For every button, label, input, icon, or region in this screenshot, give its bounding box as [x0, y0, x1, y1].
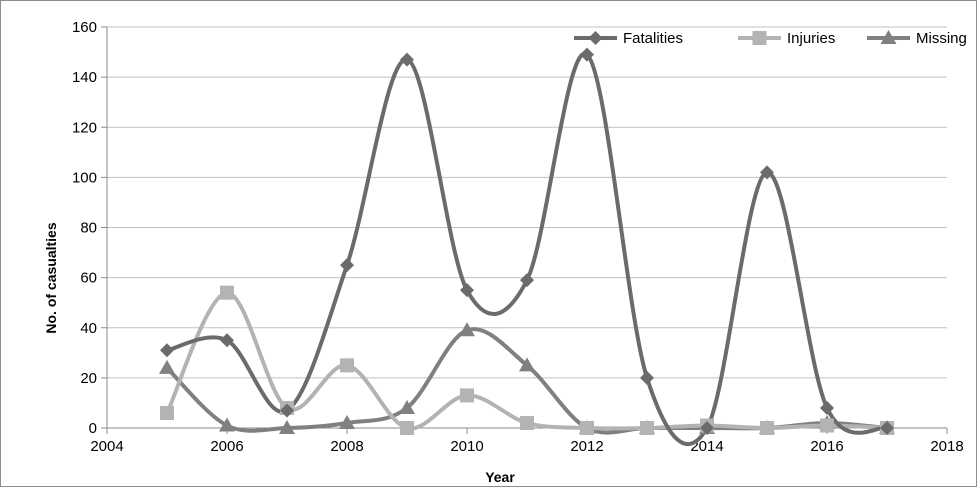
fatalities-point — [460, 283, 474, 298]
fatalities-point — [220, 333, 234, 348]
injuries-point — [400, 421, 414, 435]
fatalities-point — [340, 258, 354, 273]
series-markers — [159, 47, 895, 435]
fatalities-point — [520, 273, 534, 288]
legend-missing-label: Missing — [916, 30, 967, 47]
y-tick-label: 160 — [72, 19, 97, 36]
injuries-point — [520, 415, 534, 430]
fatalities-point — [580, 47, 594, 62]
injuries-point — [580, 421, 594, 435]
fatalities-point — [880, 421, 894, 435]
y-tick-label: 80 — [80, 220, 97, 237]
injuries-point — [160, 405, 174, 420]
fatalities-point — [820, 400, 834, 415]
x-tick-label: 2014 — [690, 438, 723, 455]
fatalities-point — [640, 370, 654, 385]
x-tick-label: 2018 — [930, 438, 963, 455]
y-tick-label: 120 — [72, 119, 97, 136]
x-tick-labels: 2004 2006 2008 2010 2012 2014 2016 2018 — [90, 438, 963, 455]
y-tick-label: 20 — [80, 370, 97, 387]
legend-injuries-label: Injuries — [787, 30, 835, 47]
y-tick-label: 60 — [80, 270, 97, 287]
x-tick-label: 2008 — [330, 438, 363, 455]
y-tick-label: 140 — [72, 69, 97, 86]
missing-point — [279, 420, 295, 434]
missing-point — [399, 399, 415, 414]
x-tick-label: 2004 — [90, 438, 123, 455]
fatalities-point — [700, 421, 714, 435]
y-axis-title: No. of casualties — [43, 222, 59, 333]
legend-missing-marker — [880, 30, 897, 44]
injuries-point — [460, 388, 474, 403]
y-tick-label: 0 — [89, 420, 97, 437]
injuries-point — [220, 285, 234, 300]
x-tick-label: 2016 — [810, 438, 843, 455]
injuries-point — [340, 358, 354, 373]
y-tick-labels: 0 20 40 60 80 100 120 140 160 — [72, 19, 97, 437]
legend-fatalities-marker — [588, 31, 603, 45]
x-tick-label: 2010 — [450, 438, 483, 455]
missing-point — [519, 357, 535, 372]
fatalities-point — [400, 52, 414, 67]
y-tick-label: 40 — [80, 320, 97, 337]
y-tick-label: 100 — [72, 169, 97, 186]
missing-point — [159, 359, 175, 374]
injuries-point — [760, 421, 774, 435]
x-tick-label: 2006 — [210, 438, 243, 455]
legend-fatalities-label: Fatalities — [623, 30, 683, 47]
x-axis-title: Year — [485, 469, 515, 485]
x-tick-label: 2012 — [570, 438, 603, 455]
missing-point — [459, 322, 475, 337]
injuries-point — [640, 421, 654, 435]
legend: Fatalities Injuries Missing — [574, 30, 967, 47]
fatalities-point — [760, 165, 774, 180]
legend-injuries-marker — [752, 31, 767, 45]
missing-point — [219, 417, 235, 432]
fatalities-point — [280, 403, 294, 418]
injuries-point — [820, 418, 834, 433]
fatalities-point — [160, 343, 174, 358]
missing-point — [339, 414, 355, 429]
